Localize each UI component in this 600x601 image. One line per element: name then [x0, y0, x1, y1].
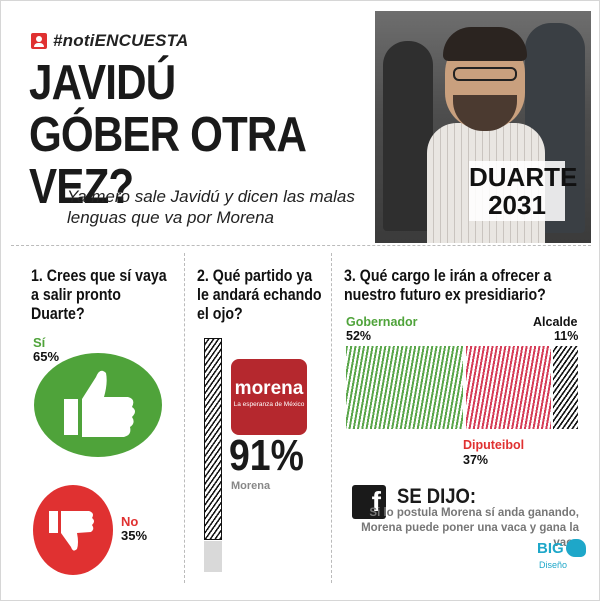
- brand-subtitle: Diseño: [539, 560, 568, 570]
- morena-logo-tagline: La esperanza de México: [233, 401, 305, 408]
- thumbs-up-icon: [34, 353, 162, 457]
- option-value-alcalde: 11%: [554, 329, 579, 343]
- thumbs-down-icon: [33, 485, 113, 575]
- yes-value: 65%: [33, 349, 60, 364]
- se-dijo-title: SE DIJO:: [397, 485, 477, 508]
- hashtag: #notiENCUESTA: [53, 31, 189, 50]
- question-3-title: 3. Qué cargo le irán a ofrecer a nuestro…: [344, 267, 552, 304]
- elephant-icon: [566, 539, 586, 557]
- morena-bar: [204, 338, 222, 540]
- morena-logo-name: morena: [234, 378, 304, 399]
- no-value: 35%: [121, 528, 148, 543]
- headline: JAVIDÚ GÓBER OTRA VEZ?: [29, 56, 305, 214]
- no-label: No: [121, 514, 139, 529]
- option-label-diputeibol: Diputeibol: [463, 438, 525, 452]
- user-icon: [31, 33, 47, 49]
- bar-segment-alcalde: [553, 346, 578, 429]
- bar-segment-diputeibol: [466, 346, 551, 429]
- tag-row: #notiENCUESTA: [31, 31, 188, 51]
- section-divider: [11, 245, 591, 253]
- morena-logo: morena La esperanza de México: [231, 359, 307, 435]
- option-value-gobernador: 52%: [346, 329, 372, 343]
- question-2-title: 2. Qué partido ya le andará echando el o…: [197, 267, 322, 323]
- column-divider-2: [331, 253, 332, 583]
- photo-caption: DUARTE 2031: [469, 161, 578, 221]
- background-person: [383, 41, 433, 231]
- bar-remainder: [204, 541, 222, 572]
- party-label: Morena: [231, 480, 271, 492]
- bar-segment-gobernador: [346, 346, 463, 429]
- subheadline: Ya mero sale Javidú y dicen las malas le…: [67, 187, 355, 227]
- glasses: [453, 67, 517, 81]
- morena-percent: 91%: [229, 431, 304, 480]
- facebook-icon: f: [352, 485, 386, 519]
- option-value-diputeibol: 37%: [463, 453, 489, 467]
- option-label-gobernador: Gobernador: [346, 315, 418, 329]
- yes-label: Sí: [33, 335, 46, 350]
- option-label-alcalde: Alcalde: [533, 315, 578, 329]
- hair: [443, 27, 527, 61]
- brand-logo: BIG Diseño: [537, 537, 589, 577]
- brand-name: BIG: [537, 540, 564, 557]
- column-divider-1: [184, 253, 185, 583]
- duarte-photo: DUARTE 2031: [375, 11, 591, 243]
- question-1-title: 1. Crees que sí vaya a salir pronto Duar…: [31, 267, 167, 323]
